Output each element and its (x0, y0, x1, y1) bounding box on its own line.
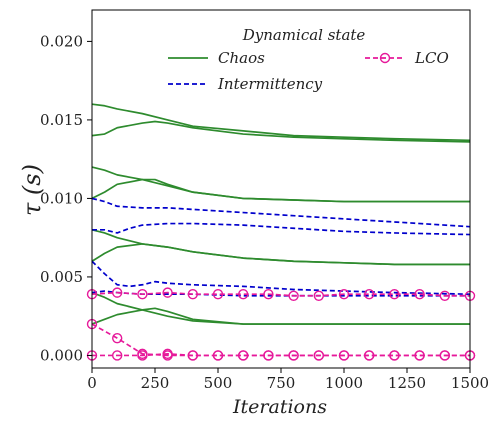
series-line (91, 260, 471, 296)
y-tick-label: 0.015 (40, 111, 83, 129)
lco-point (212, 350, 224, 361)
lco-point (111, 332, 123, 344)
lco-point (338, 350, 350, 361)
series-chaos-1 (91, 120, 471, 143)
x-tick-label: 1500 (451, 374, 489, 392)
lco-point (313, 290, 324, 301)
series-line (91, 323, 470, 357)
lco-point (338, 289, 350, 300)
lco-point (263, 350, 274, 361)
lco-point (439, 350, 450, 361)
tick-layer: 0 250 500 750 1000 1250 1500 0.000 0.005 0.010 0.0… (40, 32, 489, 392)
y-axis-label: τ (s) (18, 164, 46, 216)
lco-point (137, 350, 148, 361)
series-line (91, 307, 470, 325)
plot-frame (91, 9, 471, 369)
series-lco-12 (86, 287, 476, 301)
y-tick-label: 0.010 (40, 189, 83, 207)
y-tick-label: 0.005 (40, 268, 83, 286)
series-line (92, 353, 470, 357)
series-chaos-7 (91, 307, 470, 325)
lco-point (162, 287, 173, 298)
lco-point (414, 289, 425, 300)
lco-point (137, 289, 148, 300)
x-tick-label: 1250 (388, 374, 426, 392)
series-intermittency-8 (91, 197, 471, 228)
lco-point (237, 350, 249, 361)
lco-point (288, 350, 299, 361)
series-line (91, 103, 471, 142)
lco-point (263, 289, 274, 300)
x-tick-label: 500 (204, 374, 233, 392)
x-axis-label: Iterations (232, 396, 327, 418)
series-line (91, 197, 471, 228)
lco-point (162, 348, 173, 360)
series-intermittency-9 (92, 222, 471, 236)
series-layer (86, 103, 476, 361)
series-intermittency-10 (91, 260, 471, 296)
lco-point (111, 287, 123, 298)
legend: Dynamical state Chaos Intermittency LCO (168, 26, 449, 93)
series-chaos-3 (91, 178, 470, 203)
series-line (91, 228, 470, 266)
lco-point (187, 289, 199, 300)
lco-point (364, 350, 375, 361)
lco-point (111, 350, 123, 361)
series-line (91, 243, 470, 266)
series-chaos-4 (91, 228, 470, 266)
x-tick-label: 1000 (325, 374, 363, 392)
series-lco-13 (86, 318, 476, 361)
x-tick-label: 250 (141, 374, 170, 392)
series-line (91, 120, 471, 143)
legend-title: Dynamical state (242, 26, 366, 44)
legend-intermittency-label: Intermittency (217, 75, 323, 93)
series-chaos-5 (91, 243, 470, 266)
y-tick-label: 0.000 (40, 346, 83, 364)
legend-lco-marker (379, 52, 391, 64)
legend-lco-label: LCO (414, 49, 449, 67)
series-chaos-0 (91, 103, 471, 142)
x-tick-label: 0 (87, 374, 97, 392)
x-tick-label: 750 (267, 374, 296, 392)
lco-point (212, 289, 224, 300)
lco-point (389, 350, 400, 361)
lco-point (237, 289, 249, 300)
lco-point (439, 290, 450, 301)
lco-point (187, 350, 199, 361)
lco-point (389, 289, 400, 300)
legend-chaos-label: Chaos (218, 49, 265, 67)
lco-point (414, 350, 425, 361)
series-line (91, 166, 470, 203)
series-line (91, 178, 470, 203)
series-line (91, 291, 470, 297)
series-line (92, 222, 471, 236)
series-chaos-2 (91, 166, 470, 203)
lco-point (288, 290, 299, 301)
y-tick-label: 0.020 (40, 32, 83, 50)
lco-point (364, 289, 375, 300)
lco-point (313, 350, 324, 361)
